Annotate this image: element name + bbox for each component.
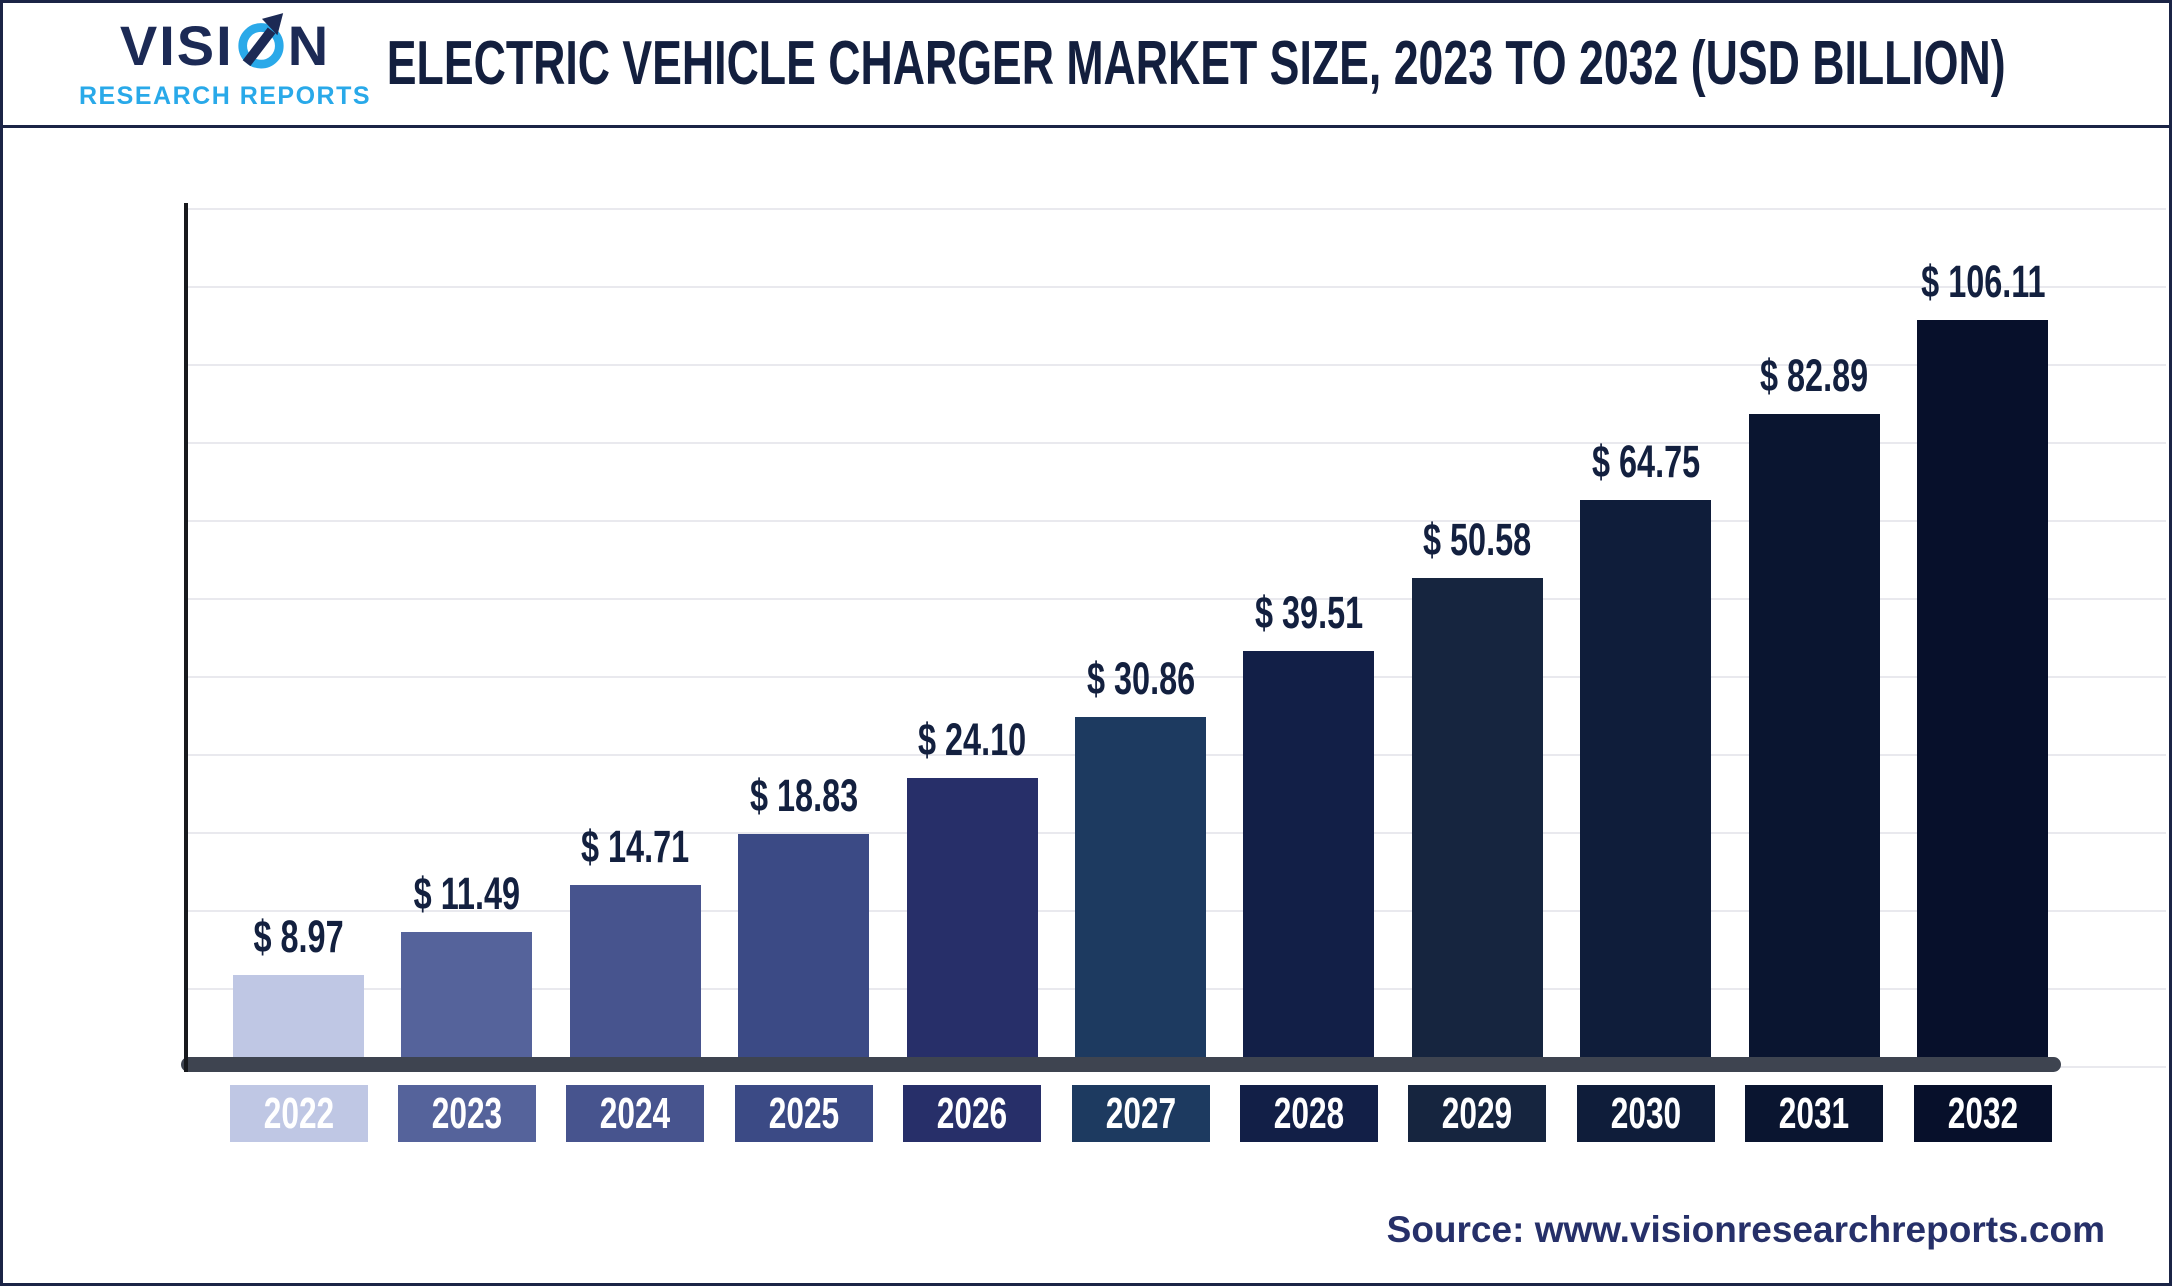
x-axis-label-2032: 2032 — [1914, 1085, 2052, 1142]
bar-2024 — [570, 885, 701, 1070]
title-area: ELECTRIC VEHICLE CHARGER MARKET SIZE, 20… — [373, 3, 2019, 125]
bar-2026 — [907, 778, 1038, 1070]
bar-value-text: $ 8.97 — [253, 911, 345, 962]
bar-value-text: $ 64.75 — [1591, 436, 1701, 487]
x-axis-label-2030: 2030 — [1577, 1085, 1715, 1142]
bar-value-label-2027: $ 30.86 — [1011, 655, 1271, 703]
bar-value-label-2022: $ 8.97 — [169, 913, 429, 961]
bar-value-text: $ 11.49 — [413, 868, 521, 919]
bar-value-text: $ 30.86 — [1086, 653, 1196, 704]
year-text: 2022 — [263, 1088, 335, 1138]
gridline — [186, 208, 2166, 210]
bar-value-label-2031: $ 82.89 — [1684, 352, 1944, 400]
x-axis-label-2031: 2031 — [1745, 1085, 1883, 1142]
bar-value-label-2028: $ 39.51 — [1179, 589, 1439, 637]
x-axis-label-2026: 2026 — [903, 1085, 1041, 1142]
bar-value-label-2023: $ 11.49 — [337, 870, 597, 918]
header: VISI N RESEARCH REPORTS ELECTRIC VEHICLE… — [3, 3, 2169, 128]
bar-value-label-2032: $ 106.11 — [1853, 258, 2113, 306]
bar-value-label-2024: $ 14.71 — [505, 823, 765, 871]
brand-wordmark: VISI N — [120, 11, 330, 80]
bar-value-text: $ 39.51 — [1254, 587, 1364, 638]
x-axis-label-2027: 2027 — [1072, 1085, 1210, 1142]
year-text: 2032 — [1947, 1088, 2019, 1138]
page-title: ELECTRIC VEHICLE CHARGER MARKET SIZE, 20… — [386, 29, 2006, 98]
source-credit: Source: www.visionresearchreports.com — [1387, 1209, 2105, 1251]
bar-value-text: $ 82.89 — [1759, 350, 1869, 401]
bar-2029 — [1412, 578, 1543, 1070]
gridline — [186, 520, 2166, 522]
bar-value-label-2025: $ 18.83 — [674, 772, 934, 820]
bar-2022 — [233, 975, 364, 1070]
year-text: 2023 — [431, 1088, 503, 1138]
logo-swoosh-arrow-icon — [235, 11, 287, 80]
x-axis-label-2029: 2029 — [1408, 1085, 1546, 1142]
brand-logo: VISI N RESEARCH REPORTS — [79, 11, 370, 109]
year-text: 2029 — [1441, 1088, 1513, 1138]
bar-2030 — [1580, 500, 1711, 1070]
year-text: 2030 — [1610, 1088, 1682, 1138]
x-axis-label-2023: 2023 — [398, 1085, 536, 1142]
bar-value-text: $ 106.11 — [1920, 256, 2046, 307]
brand-text-suffix: N — [287, 13, 331, 77]
bar-2028 — [1243, 651, 1374, 1070]
bar-2031 — [1749, 414, 1880, 1070]
gridline — [186, 676, 2166, 678]
x-axis-label-2022: 2022 — [230, 1085, 368, 1142]
bar-value-label-2030: $ 64.75 — [1516, 438, 1776, 486]
gridline — [186, 598, 2166, 600]
bar-2027 — [1075, 717, 1206, 1070]
year-text: 2027 — [1105, 1088, 1177, 1138]
source-url: www.visionresearchreports.com — [1534, 1209, 2105, 1250]
year-text: 2026 — [936, 1088, 1008, 1138]
x-axis-label-2028: 2028 — [1240, 1085, 1378, 1142]
year-text: 2025 — [768, 1088, 840, 1138]
year-text: 2024 — [599, 1088, 671, 1138]
bar-value-text: $ 50.58 — [1422, 514, 1532, 565]
brand-subtitle: RESEARCH REPORTS — [78, 82, 372, 110]
year-text: 2031 — [1778, 1088, 1850, 1138]
gridline — [186, 442, 2166, 444]
year-text: 2028 — [1273, 1088, 1345, 1138]
source-label: Source: — [1386, 1209, 1525, 1250]
x-axis-label-2025: 2025 — [735, 1085, 873, 1142]
brand-text-prefix: VISI — [119, 13, 234, 77]
x-axis-label-2024: 2024 — [566, 1085, 704, 1142]
bar-2032 — [1917, 320, 2048, 1070]
x-axis-baseline — [181, 1057, 2061, 1072]
bar-2023 — [401, 932, 532, 1070]
bar-value-text: $ 14.71 — [580, 821, 690, 872]
bar-value-text: $ 24.10 — [917, 714, 1027, 765]
bar-value-label-2029: $ 50.58 — [1347, 516, 1607, 564]
bar-value-label-2026: $ 24.10 — [842, 716, 1102, 764]
bar-value-text: $ 18.83 — [749, 770, 859, 821]
gridline — [186, 286, 2166, 288]
y-axis-line — [184, 203, 188, 1072]
bar-2025 — [738, 834, 869, 1070]
gridline — [186, 364, 2166, 366]
